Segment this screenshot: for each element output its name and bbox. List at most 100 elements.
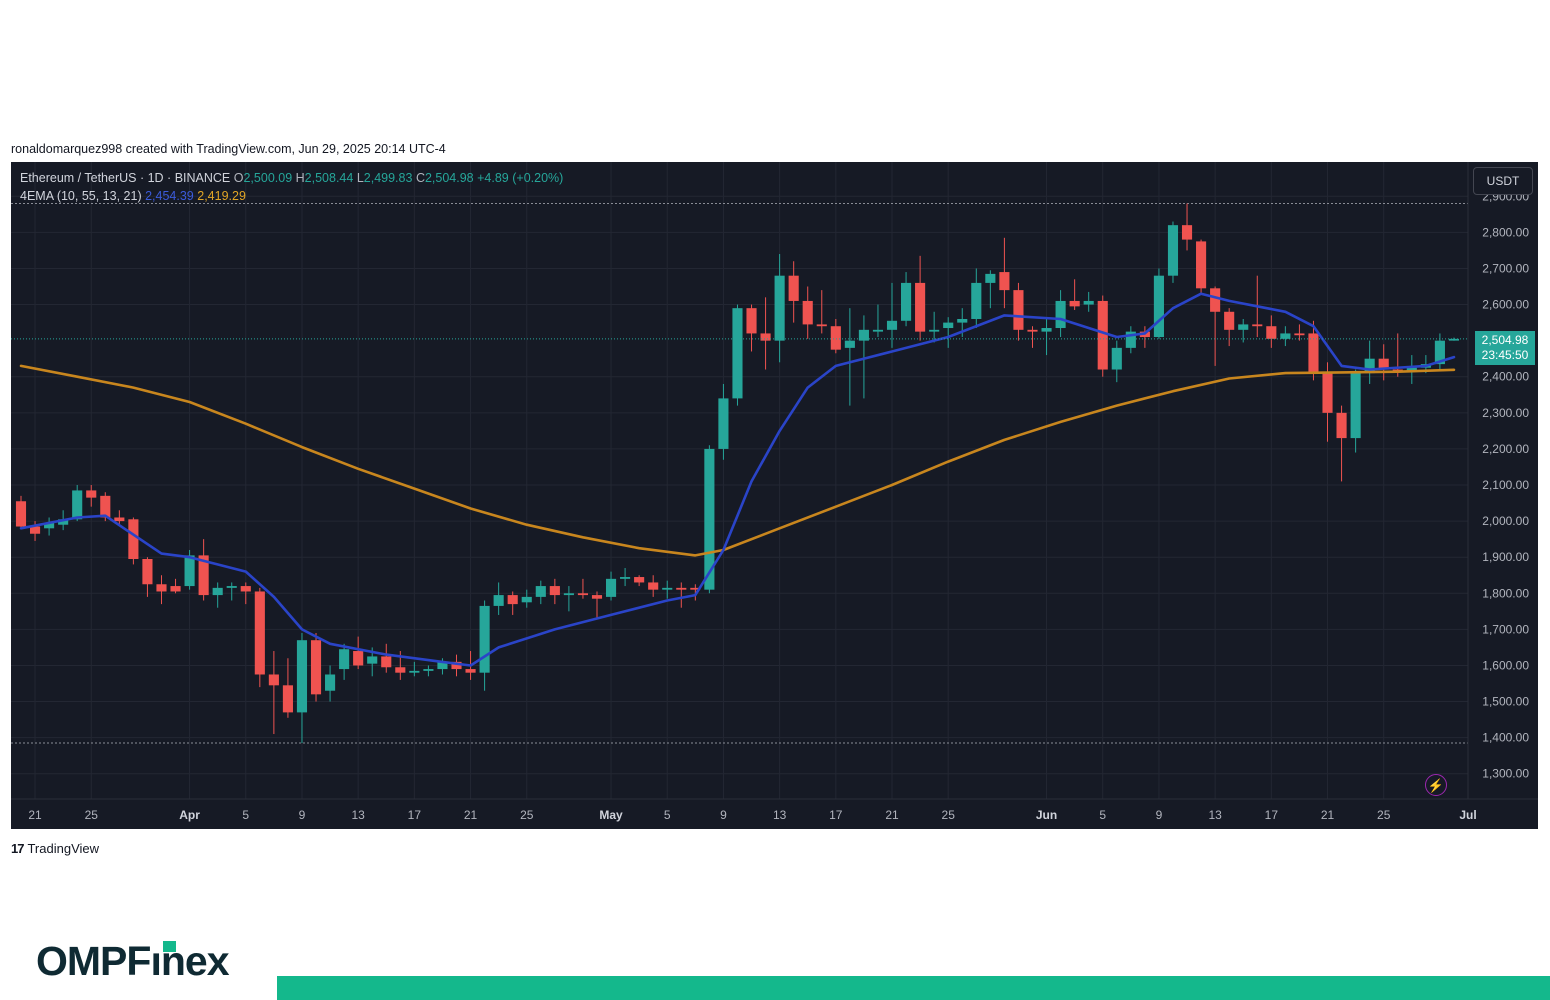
candle [1097, 295, 1108, 377]
price-tick-label: 1,400.00 [1482, 731, 1529, 745]
candle-body [563, 593, 574, 596]
candle [128, 517, 139, 565]
candle-body [451, 661, 462, 670]
candle-body [114, 517, 125, 522]
tradingview-label: TradingView [27, 841, 100, 856]
grid [11, 162, 1469, 799]
candle [1041, 318, 1052, 356]
candle-body [493, 595, 504, 606]
price-tick-label: 1,300.00 [1482, 767, 1529, 781]
candle [985, 270, 996, 309]
time-tick-label: 13 [351, 808, 365, 822]
price-tick-label: 2,300.00 [1482, 406, 1529, 420]
candle [423, 665, 434, 677]
candle-body [1224, 311, 1235, 330]
candle-body [479, 605, 490, 673]
candle [240, 582, 251, 605]
candle-body [1448, 338, 1460, 341]
indicator-name[interactable]: 4EMA (10, 55, 13, 21) [20, 189, 142, 203]
created-with-text: ronaldomarquez998 created with TradingVi… [11, 142, 446, 156]
candle-body [1027, 329, 1038, 332]
horizontal-levels [11, 203, 1468, 744]
candle-body [156, 584, 167, 592]
candle [44, 517, 55, 536]
ema-lines [19, 292, 1456, 667]
candle [1196, 239, 1207, 294]
candle-body [605, 578, 617, 597]
price-tick-label: 2,400.00 [1482, 370, 1529, 384]
candle [1210, 286, 1221, 366]
candle [1308, 320, 1319, 381]
candle-body [774, 275, 785, 341]
candle [1083, 291, 1094, 312]
candle-body [128, 519, 139, 559]
price-tick-label: 2,600.00 [1482, 298, 1529, 312]
candle [943, 317, 954, 348]
candle-body [1196, 241, 1207, 289]
change-value: +4.89 (+0.20%) [477, 171, 564, 185]
symbol-name[interactable]: Ethereum / TetherUS · 1D · BINANCE [20, 171, 231, 185]
candle [310, 632, 322, 702]
candle-body [535, 586, 546, 597]
candle [1280, 326, 1291, 347]
candle-body [1364, 358, 1375, 374]
candle-body [1055, 300, 1066, 329]
price-tick-label: 2,800.00 [1482, 225, 1529, 239]
candle-body [1322, 373, 1333, 413]
candle-body [788, 275, 799, 301]
candle-body [704, 448, 715, 590]
candle-body [465, 669, 476, 673]
time-axis: 21 25 Apr 5 9 13 17 21 25 May 5 9 13 17 21 25 Jun 5 9 13 17 2… [11, 798, 1538, 829]
candle [1224, 308, 1235, 347]
time-tick-label: 25 [942, 808, 956, 822]
candle [1069, 279, 1080, 310]
candle-body [830, 326, 841, 350]
time-tick-label: 13 [773, 808, 787, 822]
candle [844, 308, 855, 406]
candle-body [1111, 347, 1122, 370]
candle-body [591, 595, 603, 599]
indicator-legend: 4EMA (10, 55, 13, 21) 2,454.39 2,419.29 [20, 189, 246, 203]
candle [690, 584, 701, 601]
time-tick-label: 9 [1156, 808, 1163, 822]
candle [198, 539, 209, 601]
ema-slow-value: 2,419.29 [197, 189, 246, 203]
candle [1336, 405, 1347, 482]
candle [1125, 326, 1136, 354]
candle-body [339, 649, 350, 670]
candle-body [1238, 324, 1249, 330]
candle-body [577, 593, 588, 596]
time-tick-label: 17 [1265, 808, 1279, 822]
candle-body [1266, 326, 1277, 339]
candle [72, 485, 83, 522]
lightning-icon[interactable]: ⚡ [1425, 774, 1447, 796]
candle-body [985, 273, 996, 283]
candle [409, 661, 420, 677]
candle [1406, 355, 1417, 384]
tradingview-footer[interactable]: 17 TradingView [11, 841, 99, 856]
low-value: 2,499.83 [363, 171, 413, 185]
high-label: H [295, 171, 305, 185]
time-tick-label: 13 [1208, 808, 1222, 822]
last-price-value: 2,504.98 [1481, 332, 1529, 347]
candle-body [1125, 331, 1136, 348]
candlestick-chart[interactable]: 2,900.002,800.002,700.002,600.002,400.00… [11, 162, 1538, 829]
candle [971, 268, 982, 329]
candle [858, 315, 869, 399]
candle-body [662, 587, 673, 590]
candle [142, 557, 153, 597]
candle [1111, 340, 1122, 383]
candle-body [971, 282, 982, 319]
price-tick-label: 1,500.00 [1482, 695, 1529, 709]
candle-body [395, 667, 406, 673]
chart-panel[interactable]: 2,900.00 2,800.00 2,700.00 2,600.00 2,400.00… [11, 162, 1538, 829]
candle [774, 254, 785, 363]
candle [1266, 315, 1277, 348]
price-tick-label: 1,900.00 [1482, 550, 1529, 564]
candle [732, 304, 743, 406]
candle-body [325, 674, 336, 691]
candle-body [943, 322, 954, 329]
currency-button[interactable]: USDT [1473, 167, 1533, 195]
candle-body [760, 333, 771, 341]
candle-body [1336, 412, 1347, 439]
